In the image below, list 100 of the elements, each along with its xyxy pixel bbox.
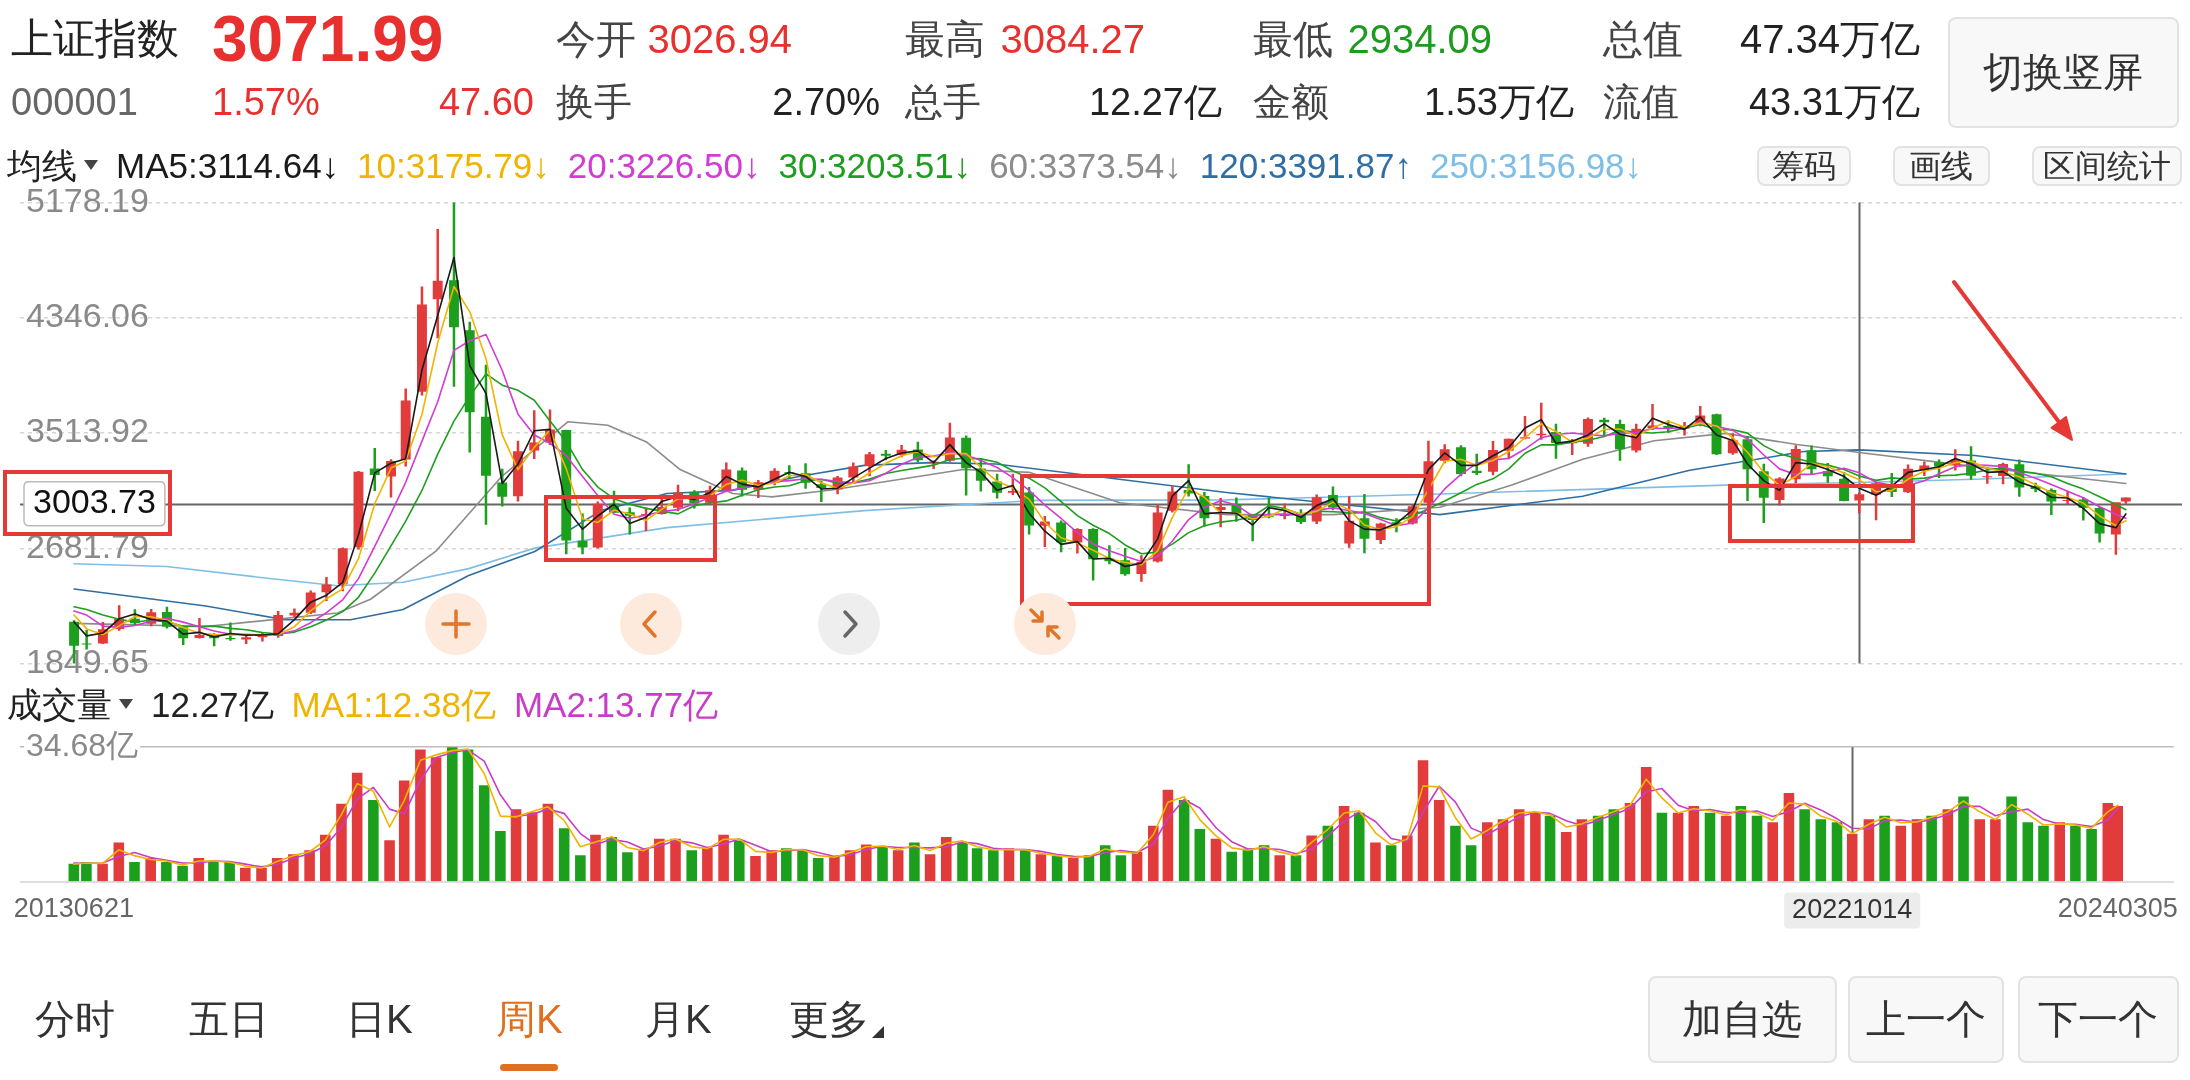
legend-title: 成交量 — [7, 684, 112, 724]
bar — [430, 757, 442, 882]
bar — [1051, 856, 1063, 882]
text: 2.70% — [772, 81, 880, 123]
bar — [924, 854, 936, 882]
text: 3026.94 — [647, 17, 792, 61]
bar — [1846, 833, 1858, 882]
text: 金额 — [1253, 81, 1329, 123]
y-tick-label: 2681.79 — [26, 526, 149, 565]
text: 加自选 — [1682, 997, 1802, 1041]
bar — [1178, 799, 1190, 882]
text: 画线 — [1909, 148, 1973, 184]
bar — [1019, 850, 1031, 882]
bar — [1926, 815, 1937, 882]
text: 20:3226.50↓ — [567, 145, 761, 185]
bar — [1799, 809, 1810, 882]
text: 分时 — [35, 997, 115, 1041]
bar — [1148, 825, 1159, 882]
text: 上证指数 — [11, 15, 179, 62]
bar — [1751, 815, 1763, 882]
text: 2934.09 — [1347, 17, 1492, 61]
bar — [2022, 822, 2034, 882]
ref-line-label: 3003.73 — [33, 482, 156, 521]
text: 更多 — [789, 997, 869, 1041]
bar — [575, 855, 586, 882]
bar — [718, 834, 729, 882]
bar — [1306, 835, 1317, 882]
bar — [129, 861, 140, 882]
bar — [892, 850, 904, 882]
bar — [909, 842, 920, 882]
bar — [1720, 815, 1732, 882]
bar — [319, 834, 331, 882]
text: 12.27亿 — [1088, 81, 1222, 123]
text: 流值 — [1603, 81, 1679, 123]
bar — [1815, 819, 1827, 882]
bar — [702, 847, 713, 882]
bar — [208, 861, 219, 882]
y-tick-label: 4346.06 — [26, 296, 149, 335]
text: 120:3391.87↑ — [1199, 145, 1412, 185]
text: 最高 — [905, 17, 985, 61]
bar — [1735, 806, 1747, 882]
bar — [1482, 822, 1493, 882]
text: 43.31万亿 — [1748, 81, 1920, 123]
text: 3071.99 — [212, 3, 444, 75]
bar — [1402, 835, 1413, 882]
bar — [447, 747, 458, 882]
bar — [1497, 819, 1509, 882]
bar — [812, 858, 824, 882]
text: 3084.27 — [1000, 17, 1145, 61]
bar — [1560, 832, 1572, 882]
text: 30:3203.51↓ — [778, 145, 972, 185]
bar — [161, 861, 172, 882]
bar — [733, 840, 745, 882]
bar — [81, 861, 92, 882]
bar — [1656, 812, 1668, 882]
text: 今开 — [556, 17, 636, 61]
bar — [495, 830, 506, 882]
text: 总手 — [905, 81, 981, 123]
bar — [1544, 815, 1556, 882]
candlestick — [432, 229, 443, 339]
ref-line-label: 20221014 — [1792, 894, 1913, 925]
bar — [1513, 809, 1525, 882]
bar — [1530, 812, 1541, 882]
text: 区间统计 — [2043, 148, 2171, 184]
bar — [1911, 819, 1923, 882]
bar — [1990, 819, 2001, 882]
bar — [877, 846, 888, 882]
bar — [606, 837, 618, 882]
bar — [510, 809, 522, 882]
x-tick-label: 20240305 — [2057, 893, 2178, 924]
bar — [177, 865, 188, 882]
bar — [415, 749, 426, 882]
bar — [957, 842, 968, 882]
text: MA5:3114.64↓ — [116, 145, 340, 185]
bar — [1068, 858, 1079, 882]
bar — [2038, 825, 2049, 882]
bar — [861, 844, 872, 882]
bar — [1115, 855, 1127, 882]
text: 换手 — [556, 81, 632, 123]
text: 上一个 — [1866, 997, 1986, 1041]
bar — [1353, 812, 1365, 882]
bar — [2086, 828, 2097, 882]
bar — [829, 856, 840, 882]
y-tick-label: 34.68亿 — [26, 727, 139, 764]
bar — [224, 861, 235, 882]
bar — [542, 803, 554, 882]
bar — [1958, 796, 1969, 882]
bar — [336, 803, 347, 882]
series-label: MA2:13.77亿 — [513, 684, 719, 724]
bar — [1003, 848, 1015, 882]
bar — [240, 867, 251, 882]
text: 五日 — [189, 997, 269, 1041]
bar — [1226, 851, 1237, 882]
bar — [1831, 822, 1843, 882]
bar — [462, 749, 474, 882]
bar — [988, 850, 999, 882]
bar — [590, 834, 601, 882]
bar — [1783, 792, 1795, 882]
text: 周K — [496, 997, 563, 1041]
bar — [1640, 766, 1652, 882]
